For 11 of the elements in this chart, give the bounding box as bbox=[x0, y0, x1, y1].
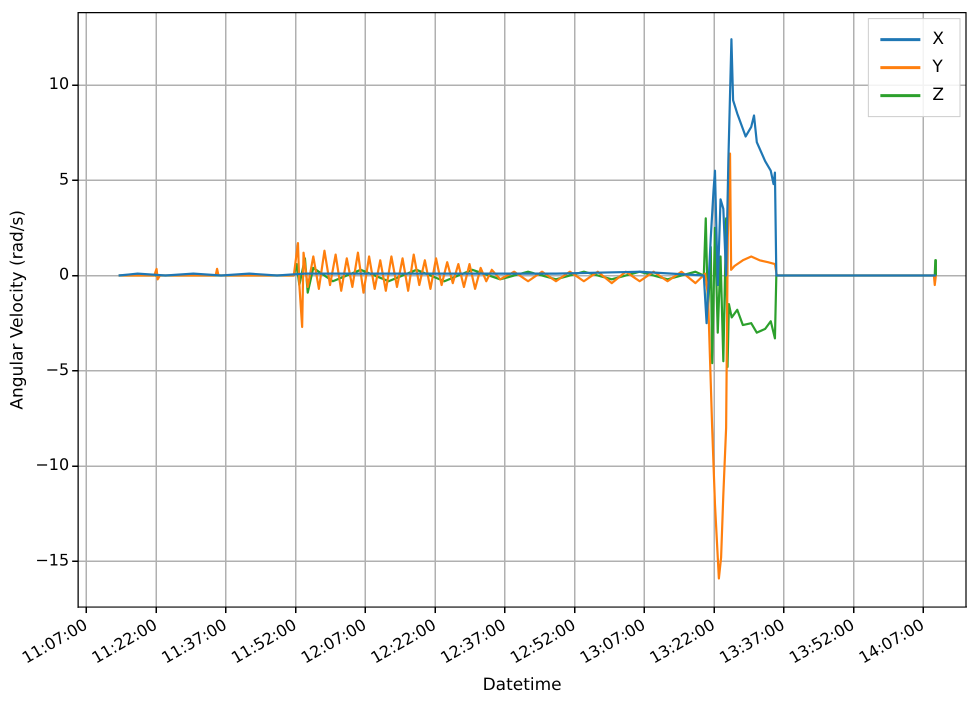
y-axis-title: Angular Velocity (rad/s) bbox=[8, 210, 28, 410]
y-tick-label: −5 bbox=[46, 360, 70, 379]
x-axis-title: Datetime bbox=[482, 675, 562, 696]
y-tick-label: 10 bbox=[48, 74, 70, 94]
y-tick-label: 5 bbox=[58, 169, 70, 188]
legend-label: X bbox=[932, 29, 944, 50]
legend-label: Z bbox=[932, 85, 944, 106]
y-tick-label: 0 bbox=[58, 264, 70, 284]
legend-label: Y bbox=[931, 57, 944, 78]
y-tick-label: −15 bbox=[35, 550, 70, 570]
y-tick-label: −10 bbox=[35, 455, 70, 474]
